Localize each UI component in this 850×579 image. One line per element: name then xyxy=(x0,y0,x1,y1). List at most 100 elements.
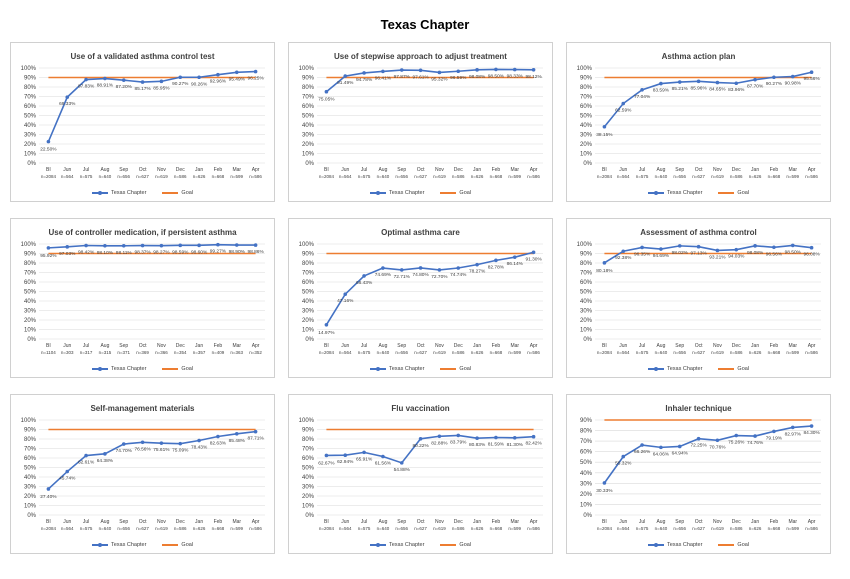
series-line xyxy=(603,425,812,484)
x-tick-label: Apr xyxy=(808,519,816,525)
legend-label-series: Texas Chapter xyxy=(666,190,703,196)
y-tick-label: 0% xyxy=(305,161,314,167)
series-swatch xyxy=(369,542,386,547)
n-label: n=656 xyxy=(117,526,130,531)
data-label: 79.19% xyxy=(766,435,783,441)
n-label: n=640 xyxy=(655,350,668,355)
y-tick-label: 60% xyxy=(580,104,593,110)
n-label: n=626 xyxy=(749,174,762,179)
n-label: n=619 xyxy=(433,350,446,355)
n-label: n=586 xyxy=(730,526,743,531)
data-point xyxy=(399,461,404,465)
data-label: 98.86% xyxy=(247,249,264,255)
x-tick-label: Jul xyxy=(361,343,367,349)
x-tick-label: BI xyxy=(602,343,607,349)
x-tick-label: Sep xyxy=(675,167,684,173)
y-tick-label: 40% xyxy=(24,299,37,305)
y-tick-label: 60% xyxy=(302,280,315,286)
data-point xyxy=(103,76,107,81)
n-label: n=599 xyxy=(786,526,799,531)
n-label: n=599 xyxy=(786,174,799,179)
n-label: n=627 xyxy=(692,526,705,531)
data-label: 83.79% xyxy=(450,439,467,445)
chart-legend: Texas Chapter Goal xyxy=(567,190,830,196)
data-label: 14.97% xyxy=(318,330,335,336)
legend-item-goal: Goal xyxy=(440,542,471,548)
y-tick-label: 30% xyxy=(302,485,315,491)
data-label: 80.18% xyxy=(596,268,613,274)
data-point xyxy=(178,441,183,446)
x-tick-label: Jan xyxy=(473,167,481,173)
n-label: n=640 xyxy=(377,174,390,179)
x-tick-label: Aug xyxy=(656,519,665,525)
y-tick-label: 30% xyxy=(24,133,37,139)
x-tick-label: Jan xyxy=(751,167,759,173)
data-point xyxy=(381,454,385,459)
data-point xyxy=(659,247,663,251)
x-tick-label: Aug xyxy=(656,167,665,173)
data-point xyxy=(178,75,183,80)
x-tick-label: BI xyxy=(46,167,51,173)
y-tick-label: 90% xyxy=(580,76,593,82)
chart-panel: Assessment of asthma control 0% 10% 20% 30%… xyxy=(566,218,831,378)
legend-label-goal: Goal xyxy=(737,366,750,372)
n-label: n=627 xyxy=(692,350,705,355)
x-tick-label: Dec xyxy=(176,167,185,173)
x-tick-label: Apr xyxy=(252,167,260,173)
n-label: n=575 xyxy=(358,350,371,355)
x-tick-label: Nov xyxy=(713,343,722,349)
x-tick-label: BI xyxy=(602,167,607,173)
y-tick-label: 40% xyxy=(302,475,315,481)
data-point xyxy=(343,453,348,458)
y-tick-label: 100% xyxy=(577,66,593,72)
x-tick-label: Aug xyxy=(100,519,109,525)
x-tick-label: Nov xyxy=(435,519,444,525)
n-label: n=599 xyxy=(508,526,521,531)
data-label: 82.97% xyxy=(785,431,802,437)
data-label: 90.98% xyxy=(785,81,802,87)
data-point xyxy=(512,67,517,72)
x-tick-label: Dec xyxy=(732,343,741,349)
x-tick-label: Aug xyxy=(378,343,387,349)
data-point xyxy=(753,244,757,248)
y-tick-label: 50% xyxy=(580,460,593,466)
n-label: n=599 xyxy=(508,350,521,355)
y-tick-label: 80% xyxy=(302,437,315,443)
y-tick-label: 0% xyxy=(27,513,36,519)
y-tick-label: 10% xyxy=(24,328,37,334)
data-point xyxy=(418,68,423,73)
x-tick-label: Mar xyxy=(510,167,519,173)
x-tick-label: Sep xyxy=(119,519,128,525)
legend-item-goal: Goal xyxy=(718,190,749,196)
n-label: n=626 xyxy=(749,350,762,355)
y-tick-label: 30% xyxy=(580,481,593,487)
x-tick-label: Oct xyxy=(139,519,147,525)
n-label: n=656 xyxy=(395,174,408,179)
data-point xyxy=(790,74,795,79)
n-label: n=599 xyxy=(508,174,521,179)
data-point xyxy=(621,249,626,254)
chart-panel: Self-management materials 0% 10% 20% 30% 40%… xyxy=(10,394,275,554)
legend-item-goal: Goal xyxy=(440,190,471,196)
y-tick-label: 80% xyxy=(24,85,37,91)
y-tick-label: 80% xyxy=(580,85,593,91)
n-label: n=564 xyxy=(617,350,630,355)
goal-swatch xyxy=(718,368,735,370)
n-label: n=586 xyxy=(730,350,743,355)
x-tick-label: BI xyxy=(324,343,329,349)
n-label: n=352 xyxy=(249,350,262,355)
data-label: 99.27% xyxy=(210,249,227,255)
x-tick-label: Dec xyxy=(454,167,463,173)
data-label: 72.71% xyxy=(394,274,411,280)
x-tick-label: Jan xyxy=(751,343,759,349)
data-point xyxy=(696,436,701,441)
x-tick-label: Jun xyxy=(341,519,349,525)
n-label: n=626 xyxy=(471,526,484,531)
x-tick-label: Sep xyxy=(397,343,406,349)
data-label: 91.30% xyxy=(525,256,542,262)
x-tick-label: Feb xyxy=(770,343,779,349)
data-point xyxy=(640,245,644,250)
chart-title: Use of a validated asthma control test xyxy=(70,52,215,61)
data-label: 94.69% xyxy=(653,253,670,259)
x-tick-label: Aug xyxy=(378,519,387,525)
